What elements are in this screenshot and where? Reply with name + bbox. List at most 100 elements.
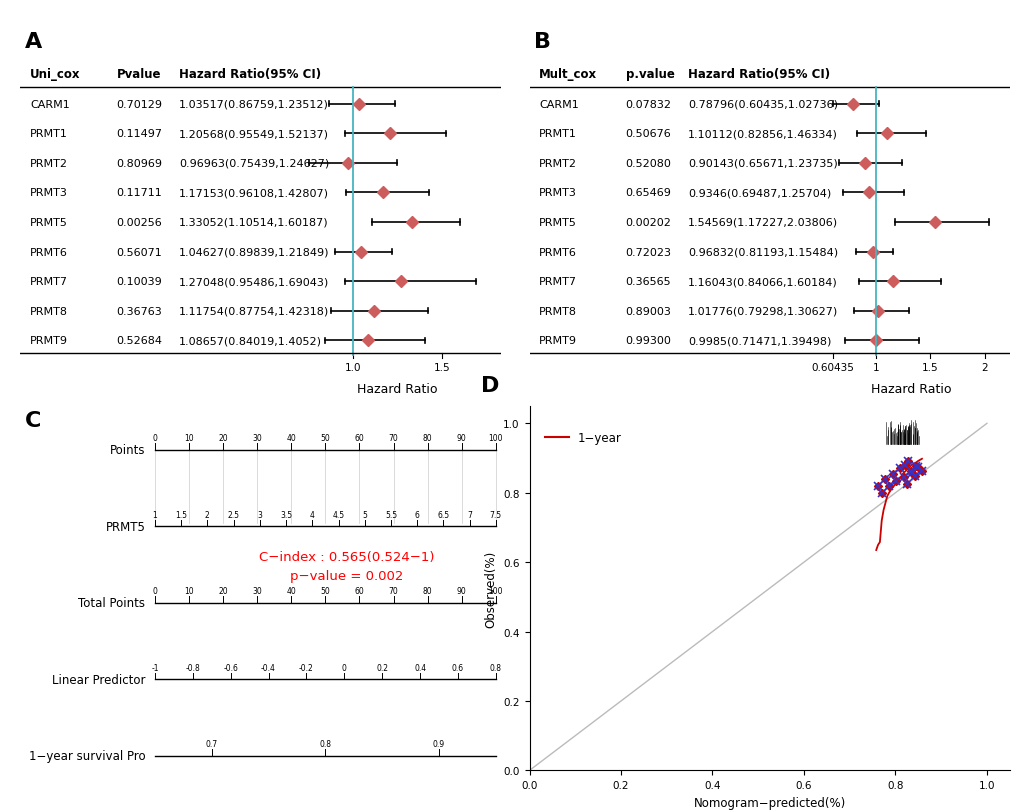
Text: 0.90143(0.65671,1.23735): 0.90143(0.65671,1.23735) <box>688 159 837 169</box>
Text: 1.33052(1.10514,1.60187): 1.33052(1.10514,1.60187) <box>178 217 328 228</box>
Text: 4.5: 4.5 <box>332 510 344 519</box>
Text: 1.01776(0.79298,1.30627): 1.01776(0.79298,1.30627) <box>688 307 838 316</box>
Text: 90: 90 <box>457 434 467 443</box>
Text: 0.56071: 0.56071 <box>116 247 162 257</box>
Text: -1: -1 <box>151 663 159 672</box>
Text: 3.5: 3.5 <box>279 510 291 519</box>
Text: 0.89003: 0.89003 <box>625 307 671 316</box>
Text: -0.8: -0.8 <box>185 663 200 672</box>
Text: 5: 5 <box>362 510 367 519</box>
Text: 0.4: 0.4 <box>414 663 426 672</box>
Text: 0.65469: 0.65469 <box>625 188 671 198</box>
Text: 0.36565: 0.36565 <box>625 277 671 287</box>
Text: 6.5: 6.5 <box>437 510 449 519</box>
Text: PRMT1: PRMT1 <box>30 129 68 139</box>
Text: 30: 30 <box>252 586 262 595</box>
Text: PRMT5: PRMT5 <box>105 520 145 533</box>
Text: 0.8: 0.8 <box>489 663 501 672</box>
Text: 1.5: 1.5 <box>433 363 449 373</box>
Text: 0.52080: 0.52080 <box>625 159 671 169</box>
Text: 1.04627(0.89839,1.21849): 1.04627(0.89839,1.21849) <box>178 247 329 257</box>
Text: PRMT1: PRMT1 <box>539 129 577 139</box>
Text: Points: Points <box>110 444 145 457</box>
Text: 1.54569(1.17227,2.03806): 1.54569(1.17227,2.03806) <box>688 217 838 228</box>
Text: 7.5: 7.5 <box>489 510 501 519</box>
Text: 20: 20 <box>218 434 227 443</box>
Text: 70: 70 <box>388 434 398 443</box>
Text: 0.00202: 0.00202 <box>625 217 671 228</box>
Text: 0.80969: 0.80969 <box>116 159 162 169</box>
Text: 0.9346(0.69487,1.25704): 0.9346(0.69487,1.25704) <box>688 188 830 198</box>
Text: 2.5: 2.5 <box>227 510 239 519</box>
Text: A: A <box>25 32 43 52</box>
Text: 100: 100 <box>488 586 502 595</box>
Text: PRMT9: PRMT9 <box>539 336 577 345</box>
Text: 70: 70 <box>388 586 398 595</box>
Text: 50: 50 <box>320 586 330 595</box>
Text: D: D <box>481 375 499 396</box>
Text: -0.6: -0.6 <box>223 663 237 672</box>
Text: 0.9985(0.71471,1.39498): 0.9985(0.71471,1.39498) <box>688 336 830 345</box>
Text: 40: 40 <box>286 434 296 443</box>
Text: Uni_cox: Uni_cox <box>30 68 81 81</box>
Text: 50: 50 <box>320 434 330 443</box>
Text: PRMT3: PRMT3 <box>30 188 68 198</box>
Text: Mult_cox: Mult_cox <box>539 68 597 81</box>
Text: 0: 0 <box>341 663 346 672</box>
Text: PRMT5: PRMT5 <box>30 217 68 228</box>
Text: 1: 1 <box>872 363 878 373</box>
Text: 0.52684: 0.52684 <box>116 336 162 345</box>
Text: 1.5: 1.5 <box>921 363 937 373</box>
Text: 0.07832: 0.07832 <box>625 100 671 109</box>
Text: 20: 20 <box>218 586 227 595</box>
Text: 0.78796(0.60435,1.02736): 0.78796(0.60435,1.02736) <box>688 100 838 109</box>
Y-axis label: Observed(%): Observed(%) <box>484 550 497 627</box>
Text: 80: 80 <box>423 434 432 443</box>
Text: PRMT7: PRMT7 <box>539 277 577 287</box>
Text: 0.96963(0.75439,1.24627): 0.96963(0.75439,1.24627) <box>178 159 329 169</box>
Text: Hazard Ratio: Hazard Ratio <box>870 383 951 396</box>
Text: PRMT8: PRMT8 <box>30 307 68 316</box>
Text: 2: 2 <box>205 510 210 519</box>
Text: 0.11497: 0.11497 <box>116 129 162 139</box>
Text: 60: 60 <box>355 586 364 595</box>
Text: CARM1: CARM1 <box>539 100 579 109</box>
Text: 1: 1 <box>153 510 157 519</box>
Text: PRMT3: PRMT3 <box>539 188 577 198</box>
Text: 0.8: 0.8 <box>319 740 331 749</box>
Text: 7: 7 <box>467 510 472 519</box>
Text: 1.5: 1.5 <box>175 510 186 519</box>
Text: 1.16043(0.84066,1.60184): 1.16043(0.84066,1.60184) <box>688 277 837 287</box>
Text: 1.03517(0.86759,1.23512): 1.03517(0.86759,1.23512) <box>178 100 328 109</box>
X-axis label: Nomogram−predicted(%): Nomogram−predicted(%) <box>693 796 845 809</box>
Text: Total Points: Total Points <box>78 597 145 610</box>
Text: 1.27048(0.95486,1.69043): 1.27048(0.95486,1.69043) <box>178 277 329 287</box>
Text: 0.7: 0.7 <box>206 740 218 749</box>
Text: 90: 90 <box>457 586 467 595</box>
Text: 1.20568(0.95549,1.52137): 1.20568(0.95549,1.52137) <box>178 129 328 139</box>
Text: PRMT8: PRMT8 <box>539 307 577 316</box>
Text: 2: 2 <box>980 363 986 373</box>
Text: Hazard Ratio: Hazard Ratio <box>357 383 437 396</box>
Text: PRMT6: PRMT6 <box>539 247 577 257</box>
Text: -0.2: -0.2 <box>299 663 314 672</box>
Text: 0.00256: 0.00256 <box>116 217 162 228</box>
Text: 0.36763: 0.36763 <box>116 307 162 316</box>
Text: PRMT9: PRMT9 <box>30 336 68 345</box>
Text: 5.5: 5.5 <box>384 510 396 519</box>
Text: 100: 100 <box>488 434 502 443</box>
Text: 30: 30 <box>252 434 262 443</box>
Text: 10: 10 <box>184 434 194 443</box>
Text: p.value: p.value <box>625 68 674 81</box>
Text: 0.99300: 0.99300 <box>625 336 671 345</box>
Text: 0.60435: 0.60435 <box>811 363 854 373</box>
Text: 0.70129: 0.70129 <box>116 100 162 109</box>
Text: 0.10039: 0.10039 <box>116 277 162 287</box>
Text: 3: 3 <box>257 510 262 519</box>
Text: PRMT2: PRMT2 <box>539 159 577 169</box>
Text: 60: 60 <box>355 434 364 443</box>
Text: Linear Predictor: Linear Predictor <box>52 673 145 686</box>
Text: Pvalue: Pvalue <box>116 68 161 81</box>
Text: 0: 0 <box>152 586 157 595</box>
Text: C: C <box>25 410 42 430</box>
